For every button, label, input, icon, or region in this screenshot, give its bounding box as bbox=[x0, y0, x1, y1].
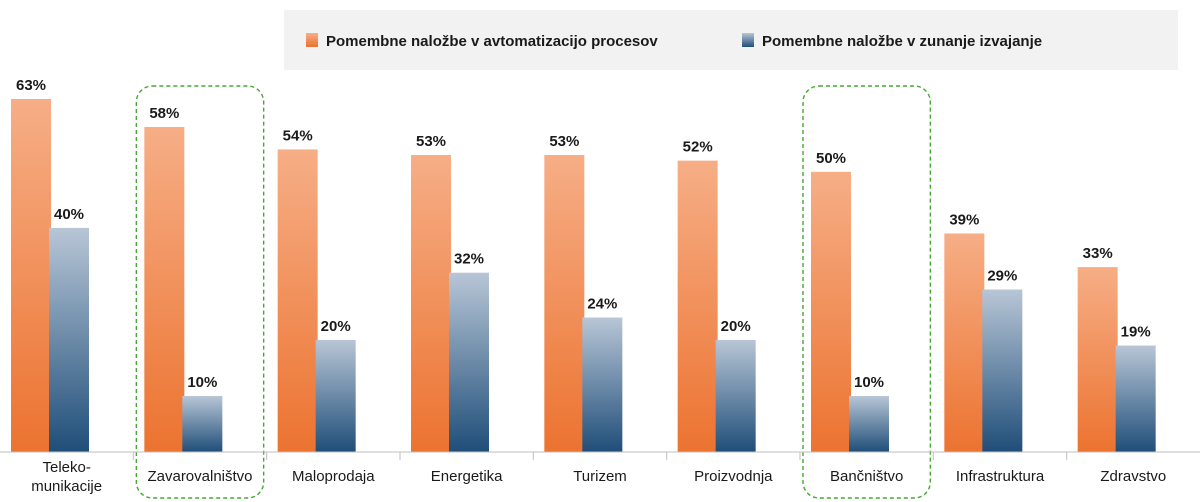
bars-layer bbox=[11, 99, 1156, 453]
legend-background bbox=[284, 10, 1178, 70]
bar-outsourcing-bancnistvo bbox=[849, 395, 889, 452]
value-label-outsourcing-zdravstvo: 19% bbox=[1121, 324, 1151, 341]
legend-label-outsourcing: Pomembne naložbe v zunanje izvajanje bbox=[762, 33, 1042, 50]
bar-automation-energetika bbox=[411, 155, 451, 453]
bar-outsourcing-turizem bbox=[582, 317, 623, 452]
value-label-automation-zavarovalnistvo: 58% bbox=[149, 105, 179, 122]
value-label-automation-maloprodaja: 54% bbox=[283, 127, 313, 144]
legend-swatch-outsourcing bbox=[742, 33, 754, 47]
value-label-automation-energetika: 53% bbox=[416, 133, 446, 150]
value-label-outsourcing-bancnistvo: 10% bbox=[854, 374, 884, 391]
value-label-outsourcing-zavarovalnistvo: 10% bbox=[187, 374, 217, 391]
value-label-outsourcing-teleko-munikacije: 40% bbox=[54, 206, 84, 223]
category-label-bancnistvo: Bančništvo bbox=[830, 468, 903, 485]
category-label-teleko-munikacije: Teleko-munikacije bbox=[31, 459, 102, 495]
bar-outsourcing-energetika bbox=[449, 272, 489, 452]
value-labels: 63% 40% 58% 10% 54% 20% 53% 32% 53% 24% 52% 20% 50% 1… bbox=[16, 77, 1151, 391]
category-labels: Teleko-munikacije Zavarovalništvo Maloprod… bbox=[31, 459, 1166, 495]
bar-automation-bancnistvo bbox=[811, 171, 851, 453]
bar-automation-proizvodnja bbox=[677, 160, 718, 452]
bar-outsourcing-infrastruktura bbox=[982, 289, 1023, 452]
bar-outsourcing-proizvodnja bbox=[715, 339, 756, 452]
value-label-automation-proizvodnja: 52% bbox=[683, 139, 713, 156]
value-label-outsourcing-maloprodaja: 20% bbox=[321, 318, 351, 335]
highlight-frame-bancnistvo bbox=[802, 85, 932, 499]
category-label-turizem: Turizem bbox=[573, 468, 627, 485]
highlight-layer bbox=[135, 85, 932, 499]
bar-outsourcing-maloprodaja bbox=[315, 339, 356, 452]
category-label-proizvodnja: Proizvodnja bbox=[694, 468, 773, 485]
value-label-outsourcing-infrastruktura: 29% bbox=[987, 268, 1017, 285]
value-label-automation-zdravstvo: 33% bbox=[1083, 245, 1113, 262]
highlight-frame-zavarovalnistvo bbox=[135, 85, 265, 499]
x-axis-ticks bbox=[132, 452, 1068, 460]
value-label-automation-teleko-munikacije: 63% bbox=[16, 77, 46, 94]
category-label-zdravstvo: Zdravstvo bbox=[1100, 468, 1166, 485]
bar-automation-zavarovalnistvo bbox=[144, 127, 185, 453]
legend-swatch-automation bbox=[306, 33, 318, 47]
value-label-automation-turizem: 53% bbox=[549, 133, 579, 150]
category-label-maloprodaja: Maloprodaja bbox=[292, 468, 375, 485]
value-label-outsourcing-proizvodnja: 20% bbox=[721, 318, 751, 335]
bar-outsourcing-zdravstvo bbox=[1115, 345, 1156, 452]
legend-label-automation: Pomembne naložbe v avtomatizacijo proces… bbox=[326, 33, 658, 50]
category-label-infrastruktura: Infrastruktura bbox=[956, 468, 1045, 485]
value-label-automation-infrastruktura: 39% bbox=[949, 211, 979, 228]
bar-outsourcing-zavarovalnistvo bbox=[182, 395, 223, 452]
legend: Pomembne naložbe v avtomatizacijo proces… bbox=[284, 10, 1178, 70]
bar-outsourcing-teleko-munikacije bbox=[49, 227, 89, 452]
value-label-outsourcing-turizem: 24% bbox=[587, 296, 617, 313]
value-label-automation-bancnistvo: 50% bbox=[816, 150, 846, 167]
category-label-zavarovalnistvo: Zavarovalništvo bbox=[147, 468, 252, 485]
bar-automation-maloprodaja bbox=[277, 149, 318, 452]
bar-automation-zdravstvo bbox=[1077, 267, 1118, 452]
bar-automation-turizem bbox=[544, 155, 585, 453]
bar-automation-teleko-munikacije bbox=[11, 99, 51, 452]
bar-automation-infrastruktura bbox=[944, 233, 985, 452]
value-label-outsourcing-energetika: 32% bbox=[454, 251, 484, 268]
category-label-energetika: Energetika bbox=[431, 468, 503, 485]
